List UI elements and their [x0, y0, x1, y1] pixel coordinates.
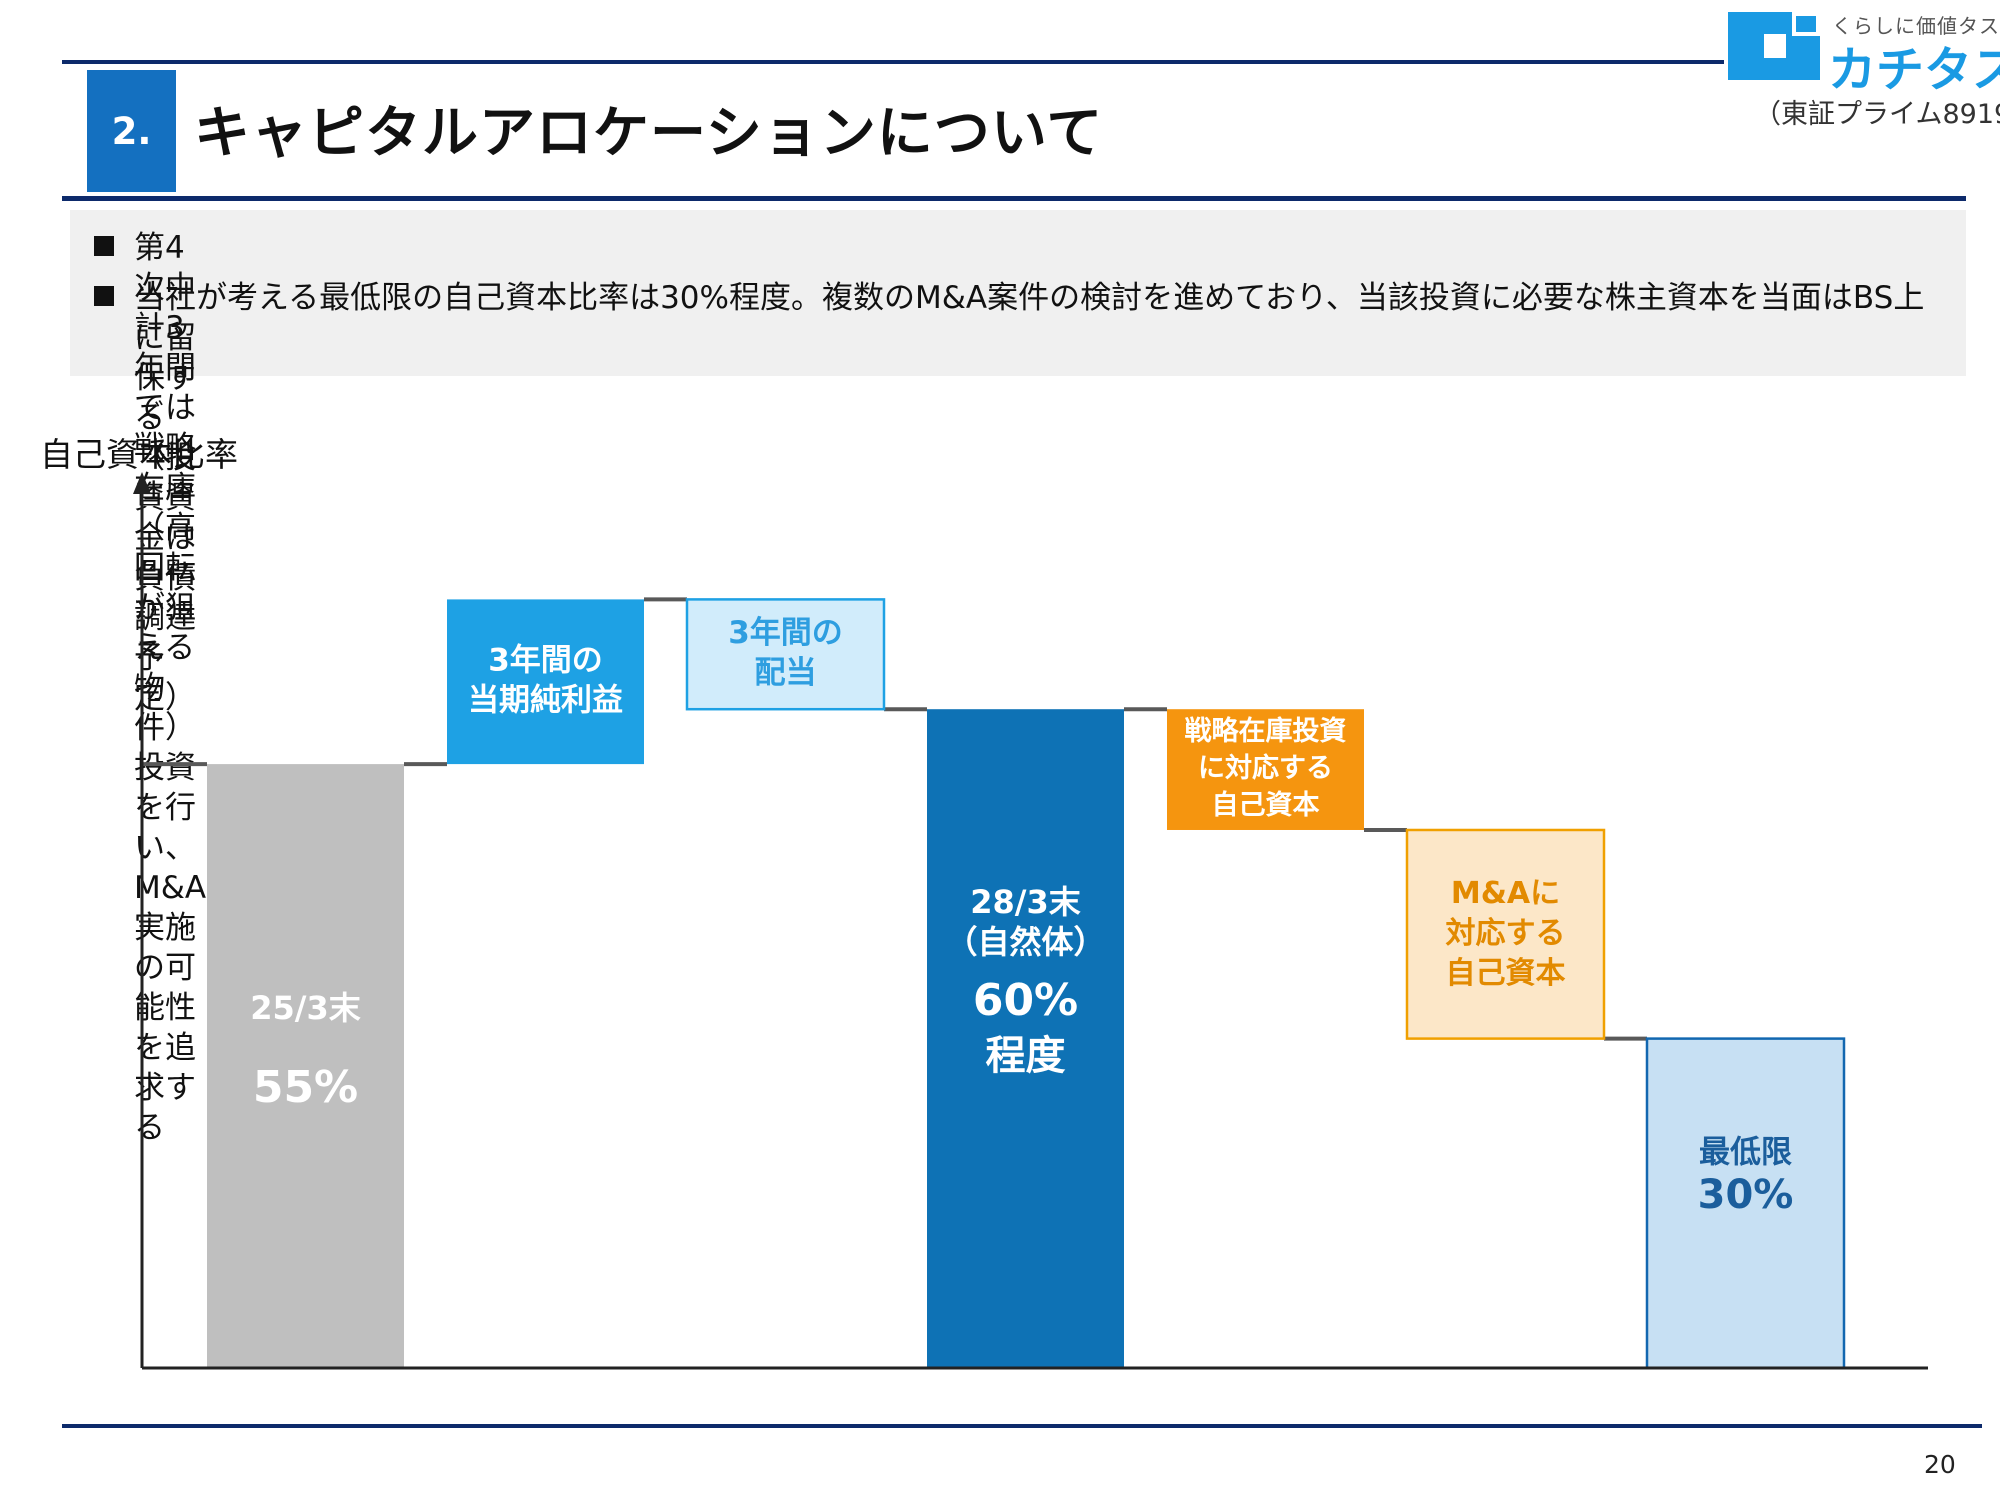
- bar-category-label: 自己資本: [1212, 789, 1320, 821]
- logo-tagline: くらしに価値タス: [1832, 14, 2000, 38]
- waterfall-bar: [1405, 828, 1606, 1040]
- logo-mark-icon: [1728, 12, 1820, 80]
- bar-category-label: M&Aに: [1451, 876, 1560, 911]
- bullet-text: に留保する（投資資金は負債調達予定）: [134, 320, 196, 716]
- bar-category-label: 25/3末: [250, 989, 361, 1027]
- waterfall-bar: [207, 764, 404, 1368]
- footer-rule: [62, 1424, 1982, 1428]
- bullet-text: 第4次中計3年間では戦略在庫（高回転が狙える物件）投資を行い、M&A実施の可能性…: [134, 230, 207, 1146]
- waterfall-bar: [685, 598, 886, 711]
- bar-category-label: 当期純利益: [468, 682, 623, 718]
- header-bottom-rule: [62, 196, 1966, 201]
- page-number: 20: [1924, 1450, 1956, 1479]
- bar-category-label: 3年間の: [488, 642, 603, 678]
- bar-category-label: 戦略在庫投資: [1185, 715, 1347, 747]
- y-axis-label: 自己資本比率: [40, 435, 238, 474]
- waterfall-bar: [927, 709, 1124, 1368]
- page-title: キャピタルアロケーションについて: [194, 101, 1104, 166]
- summary-box: 第4次中計3年間では戦略在庫（高回転が狙える物件）投資を行い、M&A実施の可能性…: [70, 210, 1966, 1146]
- bar-category-label: 最低限: [1699, 1135, 1792, 1171]
- bar-category-label: 自己資本: [1446, 956, 1566, 991]
- bar-category-label: 28/3末: [970, 883, 1081, 921]
- waterfall-chart: 25/3末55%3年間の当期純利益3年間の配当28/3末（自然体）60%程度戦略…: [133, 472, 1928, 1370]
- header-top-rule: [62, 60, 1724, 64]
- waterfall-bar: [447, 599, 644, 765]
- logo-name: カチタス: [1828, 42, 2000, 98]
- bar-category-label: 3年間の: [728, 615, 843, 651]
- bar-value-label: 55%: [253, 1062, 358, 1113]
- bar-category-label: 対応する: [1446, 916, 1566, 951]
- bar-category-label: に対応する: [1198, 752, 1333, 784]
- bullet-text: 当社が考える最低限の自己資本比率は30%程度。複数のM&A案件の検討を進めており…: [134, 280, 1925, 316]
- logo-exchange-listing: （東証プライム8919）: [1754, 99, 2000, 130]
- bar-value-note: 程度: [986, 1033, 1066, 1079]
- bullet-square-icon: [94, 286, 114, 306]
- bar-category-label: （自然体）: [945, 923, 1105, 961]
- bullet-square-icon: [94, 236, 114, 256]
- waterfall-bar: [1167, 709, 1364, 830]
- waterfall-bar: [1645, 1037, 1846, 1370]
- bar-value-label: 30%: [1698, 1172, 1794, 1218]
- y-axis-arrow-icon: [133, 472, 151, 494]
- bar-category-label: 配当: [755, 655, 817, 691]
- bar-value-label: 60%: [973, 975, 1078, 1026]
- section-number: 2.: [87, 70, 176, 192]
